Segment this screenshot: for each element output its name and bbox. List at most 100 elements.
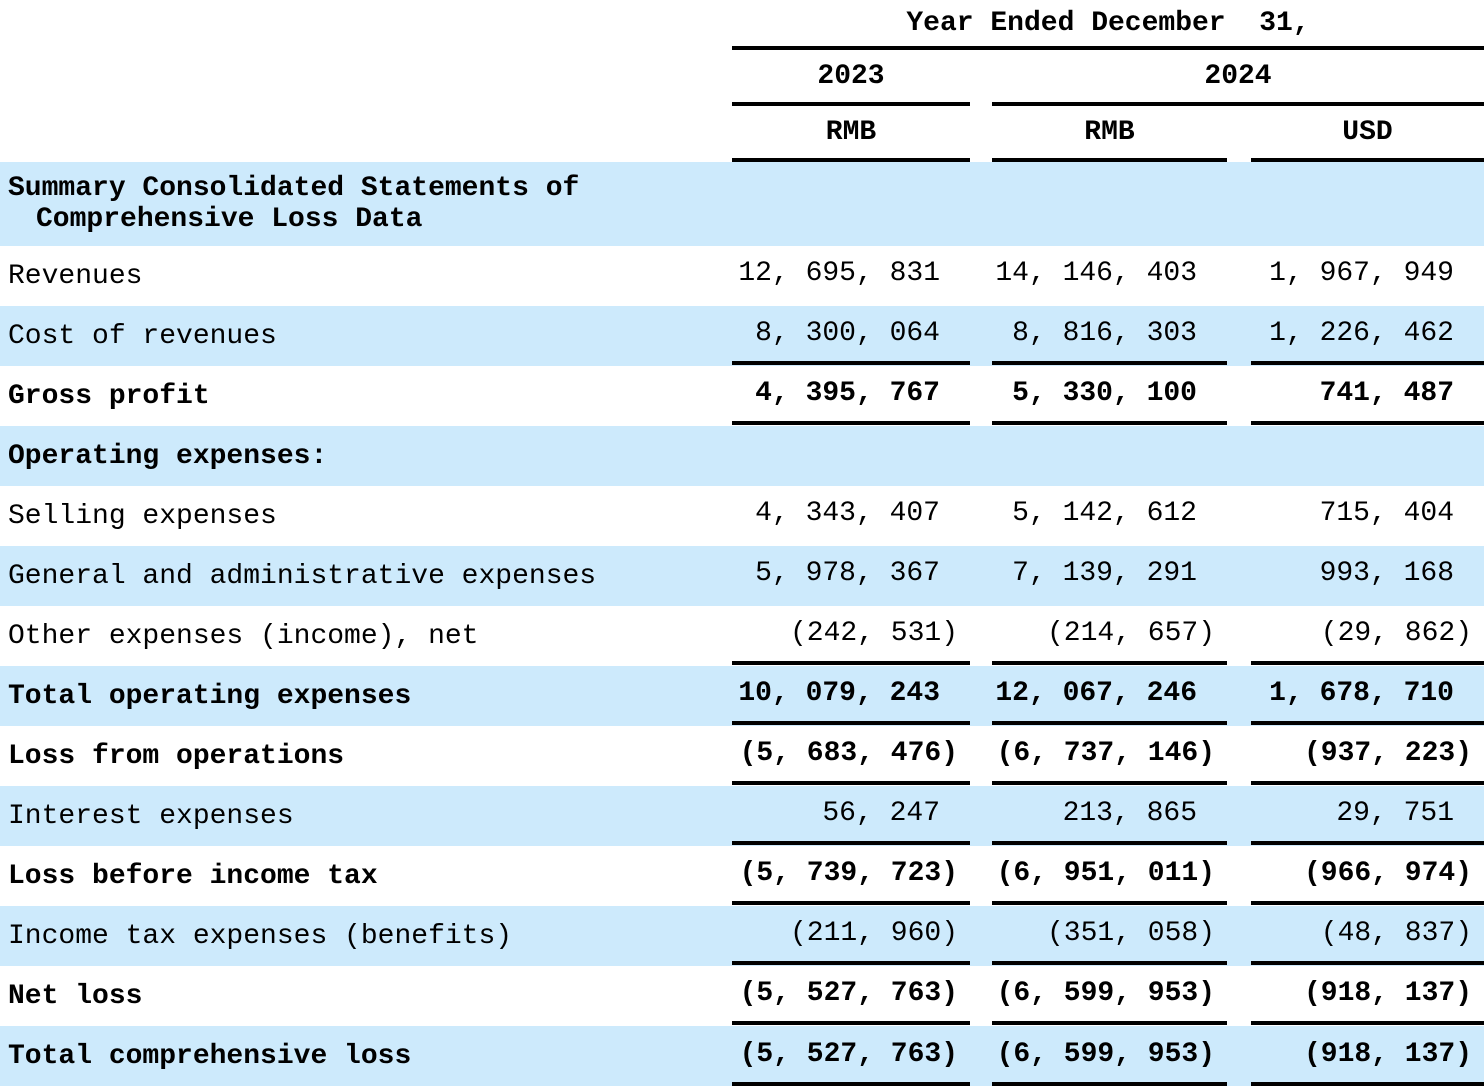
value-2024-usd: 741, 487 [1227,366,1484,426]
cell-value: 741, 487 [1319,378,1454,409]
table-row-interest-expenses: Interest expenses 56, 247 213, 865 29, 7… [0,786,1484,846]
cell-value: 10, 079, 243 [738,678,940,709]
cell-value: 7, 139, 291 [1012,558,1197,589]
value-2023-rmb: (211, 960) [732,906,970,966]
value-2024-usd: 1, 678, 710 [1227,666,1484,726]
cell-value: (966, 974) [1303,858,1472,889]
cell-value: (5, 739, 723) [739,858,958,889]
header-year-2023-text: 2023 [817,60,885,92]
table-row-general-administrative-expenses: General and administrative expenses 5, 9… [0,546,1484,606]
value-2023-rmb: (5, 739, 723) [732,846,970,906]
cell-value: 4, 343, 407 [755,498,940,529]
value-2023-rmb: 5, 978, 367 [732,546,970,606]
cell-value: (918, 137) [1303,978,1472,1009]
value-2023-rmb [732,162,970,246]
cell-value: (937, 223) [1303,738,1472,769]
row-label-text: Loss before income tax [8,860,378,892]
table-row-operating-expenses-heading: Operating expenses: [0,426,1484,486]
value-2023-rmb: 10, 079, 243 [732,666,970,726]
cell-value: (242, 531) [789,618,958,649]
table-row-loss-from-operations: Loss from operations (5, 683, 476) (6, 7… [0,726,1484,786]
value-2024-rmb [970,426,1227,486]
row-label: Other expenses (income), net [0,606,732,666]
cell-value: 5, 330, 100 [1012,378,1197,409]
row-label-text: Other expenses (income), net [8,620,479,652]
cell-value: 213, 865 [1062,798,1197,829]
value-2024-rmb: (214, 657) [970,606,1227,666]
table-row-total-operating-expenses: Total operating expenses 10, 079, 243 12… [0,666,1484,726]
row-label-text: Cost of revenues [8,320,277,352]
cell-value: 993, 168 [1319,558,1454,589]
value-2023-rmb: 8, 300, 064 [732,306,970,366]
value-2024-rmb: 5, 330, 100 [970,366,1227,426]
value-2024-rmb: (6, 951, 011) [970,846,1227,906]
table-row-loss-before-income-tax: Loss before income tax (5, 739, 723) (6,… [0,846,1484,906]
cell-value: 14, 146, 403 [995,258,1197,289]
value-2024-usd: (29, 862) [1227,606,1484,666]
value-2023-rmb [732,426,970,486]
table-row-gross-profit: Gross profit 4, 395, 767 5, 330, 100 741… [0,366,1484,426]
value-2024-usd: (937, 223) [1227,726,1484,786]
table-row-revenues: Revenues 12, 695, 831 14, 146, 403 1, 96… [0,246,1484,306]
value-2023-rmb: (5, 683, 476) [732,726,970,786]
currency-label: USD [1342,116,1393,148]
cell-value: 12, 067, 246 [995,678,1197,709]
cell-value: 1, 226, 462 [1269,318,1454,349]
table-row-cost-of-revenues: Cost of revenues 8, 300, 064 8, 816, 303… [0,306,1484,366]
value-2023-rmb: 4, 343, 407 [732,486,970,546]
currency-label: RMB [825,116,877,148]
header-year-2024: 2024 [992,50,1484,106]
row-label-text: Net loss [8,980,143,1012]
row-label: Interest expenses [0,786,732,846]
row-label-text: General and administrative expenses [8,560,597,592]
value-2024-usd: 1, 226, 462 [1227,306,1484,366]
cell-value: 8, 300, 064 [755,318,940,349]
cell-value: 1, 967, 949 [1269,258,1454,289]
header-row-years: 2023 2024 [0,50,1484,106]
table-row-total-comprehensive-loss: Total comprehensive loss (5, 527, 763) (… [0,1026,1484,1086]
cell-value: 56, 247 [822,798,940,829]
header-year-2024-text: 2024 [1204,60,1272,92]
cell-value: 5, 142, 612 [1012,498,1197,529]
cell-value: (6, 599, 953) [996,978,1215,1009]
value-2024-rmb [970,162,1227,246]
value-2023-rmb: 12, 695, 831 [732,246,970,306]
row-label-text: Operating expenses: [8,440,328,472]
value-2023-rmb: (5, 527, 763) [732,966,970,1026]
value-2024-usd: 1, 967, 949 [1227,246,1484,306]
value-2023-rmb: 56, 247 [732,786,970,846]
value-2024-usd [1227,426,1484,486]
table-row-net-loss: Net loss (5, 527, 763) (6, 599, 953) (91… [0,966,1484,1026]
header-year-ended: Year Ended December 31, [732,0,1484,50]
value-2024-usd: 29, 751 [1227,786,1484,846]
value-2023-rmb: (242, 531) [732,606,970,666]
row-label: Income tax expenses (benefits) [0,906,732,966]
row-label-text: Total operating expenses [8,680,412,712]
cell-value: (48, 837) [1320,918,1472,949]
value-2024-usd [1227,162,1484,246]
cell-value: (214, 657) [1046,618,1215,649]
row-label-text: Income tax expenses (benefits) [8,920,513,952]
header-currency-2024-usd: USD [1251,106,1484,162]
value-2024-rmb: 213, 865 [970,786,1227,846]
cell-value: (5, 527, 763) [739,978,958,1009]
row-label: Loss before income tax [0,846,732,906]
value-2024-usd: (966, 974) [1227,846,1484,906]
cell-value: (351, 058) [1046,918,1215,949]
value-2024-rmb: (6, 599, 953) [970,966,1227,1026]
header-currency-2024-rmb: RMB [992,106,1227,162]
row-label: Total operating expenses [0,666,732,726]
value-2024-usd: (48, 837) [1227,906,1484,966]
value-2024-usd: 993, 168 [1227,546,1484,606]
row-label-text: Gross profit [8,380,210,412]
table-row-other-expenses-income-net: Other expenses (income), net (242, 531) … [0,606,1484,666]
value-2024-rmb: 7, 139, 291 [970,546,1227,606]
section-title-line1: Summary Consolidated Statements of [8,173,580,204]
header-year-ended-text: Year Ended December 31, [906,7,1310,39]
row-label-text: Interest expenses [8,800,294,832]
value-2024-rmb: (351, 058) [970,906,1227,966]
cell-value: 715, 404 [1319,498,1454,529]
row-label: General and administrative expenses [0,546,732,606]
row-label: Gross profit [0,366,732,426]
cell-value: 5, 978, 367 [755,558,940,589]
